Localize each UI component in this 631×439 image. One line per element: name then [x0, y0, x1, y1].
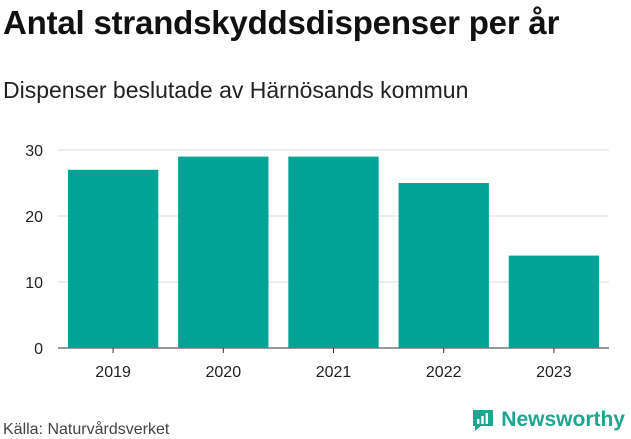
bar [288, 156, 379, 348]
bar-chart: 0 10 20 30 2019 2020 2021 2022 2023 [25, 143, 609, 381]
brand-name: Newsworthy [501, 408, 625, 431]
x-tick-label: 2023 [536, 364, 572, 381]
x-tick-label: 2022 [426, 364, 462, 381]
y-tick-label: 20 [25, 209, 43, 226]
newsworthy-logo-icon [473, 410, 494, 431]
bar [67, 169, 159, 348]
source-label: Källa: Naturvårdsverket [3, 421, 170, 438]
x-tick-label: 2020 [206, 364, 242, 381]
bar [398, 183, 489, 348]
x-tick-label: 2019 [95, 364, 131, 381]
y-tick-label: 0 [34, 341, 43, 358]
y-tick-label: 30 [25, 143, 43, 160]
chart-title: Antal strandskyddsdispenser per år [3, 4, 560, 41]
x-tick-label: 2021 [316, 364, 352, 381]
bar [178, 156, 269, 348]
brand: Newsworthy [471, 408, 625, 432]
bar [508, 255, 600, 348]
chart-subtitle: Dispenser beslutade av Härnösands kommun [3, 77, 469, 103]
y-tick-label: 10 [25, 275, 43, 292]
